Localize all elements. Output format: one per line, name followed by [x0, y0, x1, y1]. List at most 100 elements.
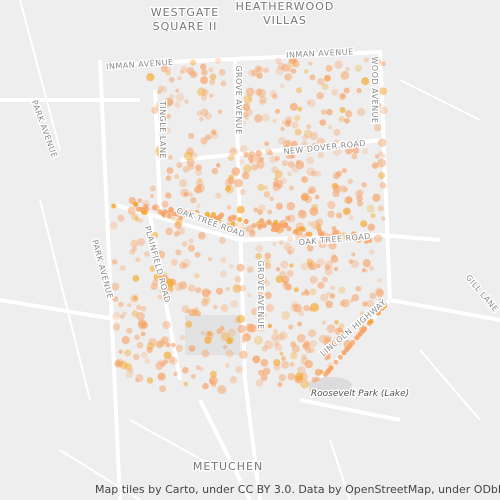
density-dot — [345, 147, 353, 155]
density-dot — [333, 128, 341, 136]
density-dot — [367, 238, 373, 243]
density-dot — [338, 323, 345, 329]
density-dot — [348, 259, 354, 264]
density-dot — [352, 233, 357, 239]
density-dot — [124, 362, 133, 371]
density-dot — [309, 387, 315, 393]
density-dot — [377, 158, 387, 168]
density-dot — [295, 159, 301, 165]
density-dot — [215, 287, 224, 295]
density-dot — [231, 167, 241, 176]
density-dot — [114, 359, 123, 368]
density-dot — [323, 354, 331, 361]
density-dot — [169, 356, 178, 365]
density-dot — [262, 367, 271, 376]
density-dot — [200, 108, 209, 117]
density-dot — [321, 83, 329, 91]
density-dot — [188, 238, 194, 244]
density-dot — [380, 61, 386, 67]
density-dot — [338, 92, 347, 101]
density-dot — [283, 144, 290, 151]
density-dot — [229, 376, 237, 384]
density-dot — [275, 275, 284, 284]
density-dot — [257, 88, 267, 98]
density-dot — [322, 372, 328, 378]
density-dot — [370, 213, 376, 219]
density-dot — [239, 189, 246, 196]
density-dot — [226, 222, 231, 227]
density-dot — [188, 192, 194, 198]
density-dot — [287, 372, 295, 381]
density-dot — [226, 205, 232, 210]
density-dot — [309, 288, 317, 296]
density-dot — [227, 154, 235, 162]
density-dot — [227, 336, 234, 344]
density-dot — [344, 117, 350, 124]
density-dot — [264, 291, 272, 300]
density-dot — [285, 140, 291, 146]
density-dot — [310, 302, 320, 312]
density-dot — [174, 101, 181, 108]
density-dot — [305, 147, 312, 154]
density-dot — [319, 119, 326, 126]
density-dot — [231, 214, 237, 220]
density-dot — [308, 61, 313, 66]
density-dot — [333, 359, 339, 365]
density-dot — [284, 74, 290, 80]
density-dot — [201, 216, 207, 222]
density-dot — [188, 164, 194, 171]
density-dot — [187, 244, 196, 252]
density-dot — [322, 276, 328, 283]
density-dot — [160, 336, 169, 345]
density-dot — [190, 373, 196, 379]
density-dot — [185, 320, 193, 328]
density-dot — [197, 177, 202, 182]
density-dot — [326, 291, 331, 296]
density-dot — [196, 183, 206, 193]
density-dot — [202, 295, 211, 304]
density-dot — [286, 201, 296, 211]
density-dot — [166, 98, 174, 106]
density-dot — [165, 284, 174, 293]
density-dot — [208, 67, 214, 73]
density-dot — [174, 174, 180, 180]
density-dot — [306, 100, 311, 105]
density-dot — [204, 336, 212, 344]
density-dot — [234, 317, 241, 324]
density-dot — [160, 65, 169, 73]
density-dot — [117, 301, 124, 308]
density-dot — [345, 67, 350, 72]
map-label: Roosevelt Park (Lake) — [311, 389, 409, 399]
density-dot — [317, 152, 325, 159]
density-dot — [316, 137, 326, 147]
density-dot — [196, 203, 201, 209]
density-dot — [161, 292, 171, 301]
density-dot — [140, 321, 149, 329]
density-dot — [225, 286, 230, 291]
density-dot — [220, 80, 227, 87]
density-dot — [242, 103, 251, 111]
density-dot — [130, 239, 139, 248]
density-dot — [264, 141, 270, 147]
density-dot — [201, 69, 208, 76]
density-dot — [295, 160, 305, 170]
density-dot — [297, 106, 303, 112]
density-dot — [338, 286, 346, 294]
density-dot — [274, 156, 280, 162]
density-dot — [302, 343, 308, 349]
density-dot — [277, 222, 283, 228]
density-dot — [265, 303, 274, 312]
density-dot — [260, 373, 268, 382]
density-dot — [307, 263, 315, 271]
density-dot — [294, 128, 302, 136]
density-dot — [258, 275, 267, 285]
density-dot — [340, 93, 346, 99]
density-dot — [367, 319, 373, 325]
density-dot — [209, 93, 214, 98]
density-dot — [286, 269, 294, 278]
density-dot — [324, 267, 333, 276]
density-dot — [136, 341, 144, 349]
density-dot — [281, 356, 286, 361]
density-dot — [165, 175, 172, 181]
density-dot — [168, 155, 173, 160]
